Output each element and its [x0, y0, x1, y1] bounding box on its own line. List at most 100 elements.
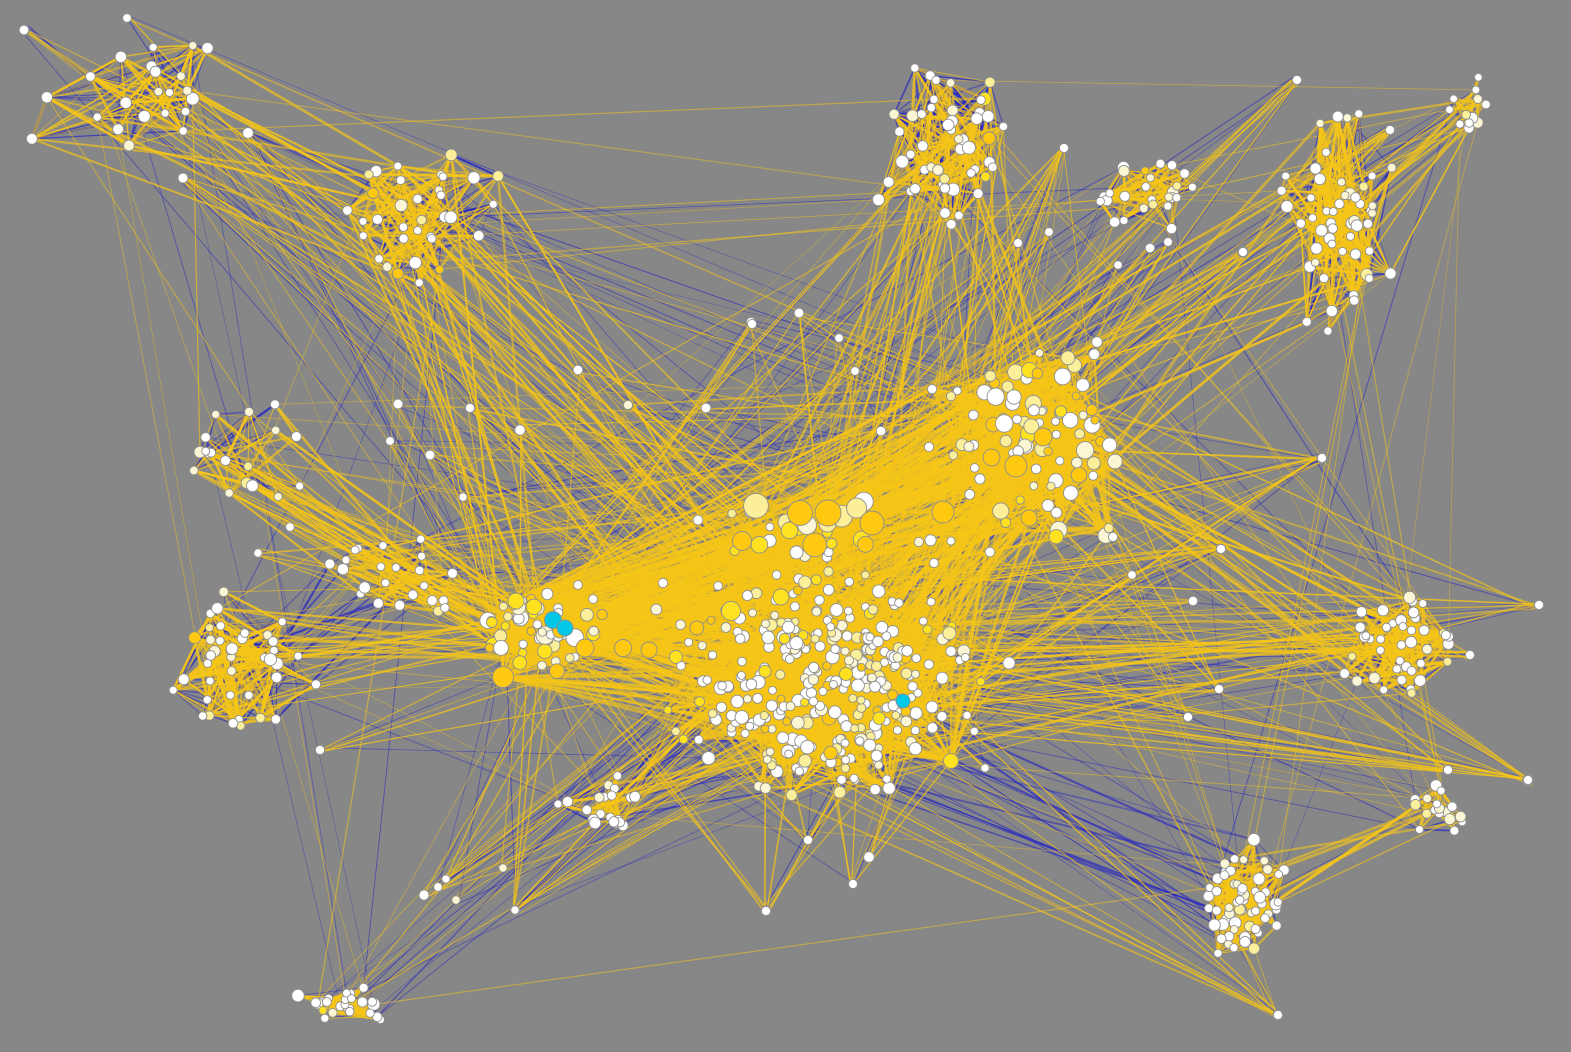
- graph-node[interactable]: [1088, 470, 1099, 481]
- graph-node[interactable]: [1055, 456, 1065, 466]
- graph-node[interactable]: [1355, 606, 1368, 618]
- graph-node[interactable]: [219, 455, 231, 467]
- graph-node[interactable]: [807, 673, 820, 686]
- graph-node[interactable]: [895, 154, 910, 169]
- graph-node[interactable]: [205, 634, 216, 645]
- graph-node[interactable]: [580, 607, 594, 622]
- graph-node-stray[interactable]: [514, 424, 526, 436]
- graph-node[interactable]: [1384, 267, 1397, 280]
- graph-node[interactable]: [1090, 415, 1100, 425]
- graph-node[interactable]: [1252, 872, 1266, 886]
- graph-node[interactable]: [1445, 105, 1454, 115]
- graph-node-gold-hub-5[interactable]: [732, 531, 752, 551]
- graph-node-yellow-hub-3[interactable]: [507, 592, 525, 610]
- graph-node[interactable]: [1334, 198, 1345, 209]
- graph-node[interactable]: [318, 1005, 328, 1015]
- graph-node[interactable]: [1446, 801, 1458, 812]
- graph-node[interactable]: [982, 448, 1001, 467]
- graph-node[interactable]: [945, 78, 956, 88]
- graph-node[interactable]: [822, 584, 835, 596]
- graph-node[interactable]: [417, 551, 427, 561]
- graph-node[interactable]: [976, 677, 986, 687]
- graph-node[interactable]: [775, 669, 786, 680]
- graph-node[interactable]: [759, 782, 772, 795]
- graph-node[interactable]: [1259, 856, 1269, 866]
- graph-node[interactable]: [1107, 453, 1123, 470]
- graph-node[interactable]: [596, 608, 608, 621]
- graph-node[interactable]: [926, 103, 936, 113]
- graph-node[interactable]: [549, 663, 565, 679]
- graph-node[interactable]: [408, 256, 422, 270]
- graph-node[interactable]: [810, 634, 820, 644]
- graph-node[interactable]: [815, 700, 826, 711]
- graph-node[interactable]: [484, 643, 495, 653]
- graph-node[interactable]: [761, 630, 776, 645]
- graph-node-hub[interactable]: [1215, 543, 1227, 555]
- graph-node[interactable]: [850, 678, 865, 693]
- graph-node[interactable]: [663, 705, 673, 715]
- graph-node[interactable]: [1048, 529, 1064, 545]
- graph-node-stray[interactable]: [834, 333, 844, 343]
- graph-node[interactable]: [916, 140, 929, 152]
- graph-node[interactable]: [273, 492, 283, 502]
- graph-node[interactable]: [953, 134, 964, 144]
- graph-node[interactable]: [734, 633, 746, 645]
- graph-node[interactable]: [1108, 216, 1121, 228]
- graph-node[interactable]: [394, 198, 408, 213]
- graph-node[interactable]: [805, 687, 818, 699]
- graph-node-stray[interactable]: [1163, 237, 1173, 247]
- graph-node[interactable]: [814, 640, 826, 652]
- graph-node[interactable]: [844, 577, 855, 587]
- graph-node[interactable]: [327, 1007, 338, 1018]
- graph-node-stray[interactable]: [1091, 336, 1103, 348]
- graph-node[interactable]: [994, 414, 1014, 433]
- graph-node[interactable]: [1262, 864, 1273, 875]
- graph-node[interactable]: [342, 205, 353, 216]
- graph-node[interactable]: [1219, 870, 1230, 881]
- graph-node[interactable]: [270, 671, 283, 684]
- graph-node-hub[interactable]: [1522, 774, 1534, 786]
- graph-node[interactable]: [1224, 903, 1234, 913]
- graph-node[interactable]: [1034, 348, 1044, 358]
- graph-node-stray[interactable]: [976, 95, 986, 105]
- graph-node[interactable]: [1418, 599, 1428, 608]
- graph-node[interactable]: [398, 222, 409, 232]
- graph-node[interactable]: [1349, 248, 1362, 260]
- graph-node[interactable]: [856, 702, 867, 713]
- graph-node[interactable]: [800, 739, 815, 755]
- graph-node-hub[interactable]: [1464, 649, 1476, 661]
- graph-node[interactable]: [185, 91, 200, 106]
- graph-node[interactable]: [840, 646, 850, 656]
- graph-node[interactable]: [148, 42, 158, 52]
- graph-node[interactable]: [846, 497, 868, 519]
- graph-node[interactable]: [785, 701, 796, 712]
- graph-node[interactable]: [1050, 506, 1063, 519]
- graph-node[interactable]: [1406, 688, 1417, 698]
- graph-node[interactable]: [1247, 942, 1261, 955]
- graph-node[interactable]: [828, 679, 838, 689]
- graph-node[interactable]: [393, 161, 403, 171]
- graph-node[interactable]: [770, 610, 780, 620]
- graph-node[interactable]: [553, 799, 563, 809]
- graph-node[interactable]: [119, 96, 133, 109]
- graph-node[interactable]: [1213, 948, 1223, 958]
- graph-node[interactable]: [887, 689, 898, 701]
- graph-node[interactable]: [900, 715, 913, 728]
- graph-node-stray[interactable]: [451, 895, 461, 905]
- graph-node[interactable]: [1216, 933, 1227, 944]
- graph-node[interactable]: [374, 254, 384, 264]
- graph-node[interactable]: [1053, 367, 1072, 386]
- graph-node[interactable]: [322, 997, 332, 1007]
- graph-node[interactable]: [784, 654, 795, 664]
- graph-node-hub[interactable]: [760, 905, 772, 917]
- graph-node[interactable]: [800, 697, 809, 707]
- graph-node[interactable]: [413, 225, 423, 235]
- graph-node[interactable]: [1051, 429, 1061, 440]
- graph-node[interactable]: [689, 620, 705, 636]
- graph-node[interactable]: [909, 706, 923, 720]
- graph-node[interactable]: [1138, 203, 1149, 214]
- graph-node-stray[interactable]: [984, 546, 996, 558]
- graph-node[interactable]: [380, 578, 390, 588]
- graph-node[interactable]: [833, 785, 847, 799]
- graph-node-stray[interactable]: [385, 436, 395, 446]
